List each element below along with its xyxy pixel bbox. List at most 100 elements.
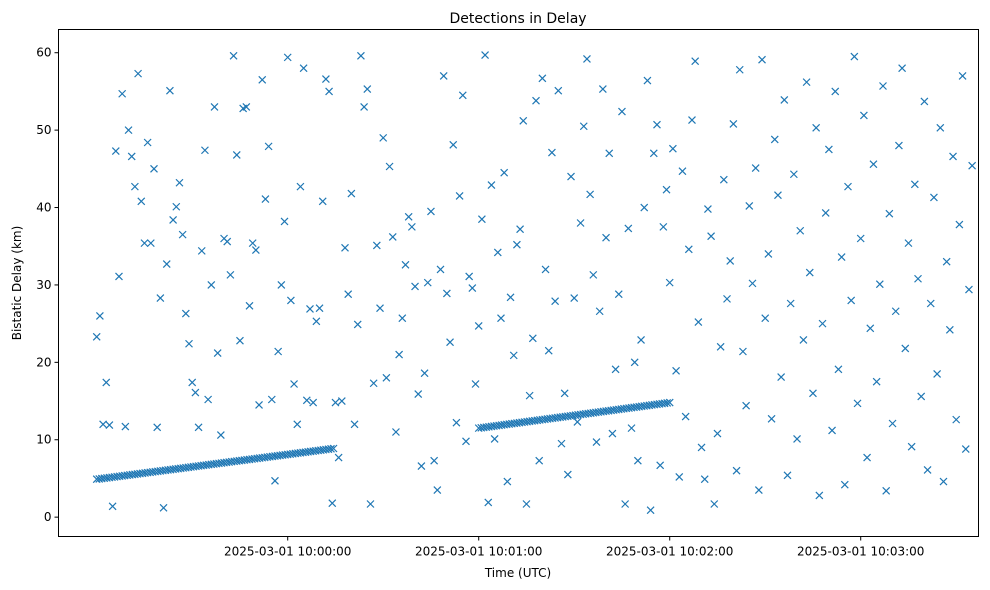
data-point [487, 181, 496, 190]
data-point [108, 502, 117, 511]
data-point [210, 102, 219, 111]
data-point [649, 149, 658, 158]
data-point [662, 185, 671, 194]
data-point [602, 233, 610, 242]
data-point [856, 234, 865, 243]
data-point [509, 351, 518, 360]
data-point [430, 456, 439, 465]
data-point [150, 164, 158, 173]
data-point [793, 435, 801, 443]
data-point [411, 282, 419, 291]
data-point [156, 294, 165, 303]
data-point [185, 339, 193, 348]
data-point [388, 233, 397, 241]
data-point [910, 180, 919, 189]
data-point [353, 320, 362, 329]
data-point [433, 486, 442, 494]
data-point [885, 209, 894, 218]
data-point [828, 426, 836, 435]
track-point [663, 399, 672, 407]
data-point [143, 138, 152, 147]
data-point [809, 389, 817, 398]
data-point [178, 230, 187, 239]
data-point [691, 57, 700, 66]
data-point [770, 135, 779, 144]
data-point [799, 335, 808, 344]
data-point [296, 182, 305, 191]
data-point [557, 439, 566, 448]
y-axis: 0 10 20 30 40 50 60 [36, 46, 59, 524]
data-marks [92, 51, 977, 515]
data-point [837, 253, 846, 261]
data-point [723, 294, 731, 303]
data-point [646, 506, 655, 515]
data-point [462, 437, 470, 446]
data-point [385, 162, 394, 171]
data-point [796, 226, 805, 235]
data-point [299, 64, 308, 73]
data-point [742, 401, 751, 410]
chart-title: Detections in Delay [449, 11, 586, 27]
data-point [232, 150, 241, 159]
data-point [930, 193, 938, 202]
data-point [901, 344, 910, 353]
data-point [484, 498, 493, 507]
data-point [888, 419, 897, 428]
data-point [423, 278, 432, 287]
data-point [824, 145, 833, 154]
data-point [544, 346, 553, 355]
data-point [516, 225, 525, 234]
data-point [945, 325, 954, 334]
data-point [939, 477, 948, 486]
data-point [535, 456, 544, 465]
x-axis-label: Time (UTC) [484, 566, 551, 580]
data-point [863, 453, 872, 462]
data-point [165, 86, 174, 95]
data-point [834, 365, 843, 374]
data-point [847, 296, 856, 305]
data-point [879, 82, 887, 90]
data-point [395, 350, 404, 359]
data-point [280, 217, 289, 226]
data-point [312, 317, 321, 326]
data-point [898, 64, 907, 73]
data-point [739, 347, 747, 356]
data-point [589, 270, 598, 279]
data-point [325, 87, 334, 96]
data-point [181, 309, 190, 318]
data-point [840, 480, 849, 489]
data-point [398, 314, 407, 323]
data-point [554, 86, 563, 95]
data-point [468, 284, 477, 292]
data-point [805, 268, 814, 277]
data-point [920, 97, 929, 106]
data-point [532, 96, 540, 105]
data-point [567, 172, 575, 181]
data-point [153, 423, 162, 432]
data-point [201, 146, 209, 155]
data-point [859, 111, 868, 120]
data-point [942, 257, 951, 266]
data-point [318, 197, 327, 206]
data-point [560, 389, 569, 398]
data-point [748, 279, 757, 288]
data-point [904, 239, 913, 248]
data-point [382, 373, 391, 382]
data-point [127, 152, 136, 161]
data-point [548, 148, 556, 157]
data-point [337, 397, 346, 405]
data-point [802, 78, 811, 87]
data-point [188, 378, 197, 387]
data-point [102, 378, 111, 387]
data-point [92, 332, 101, 341]
data-point [583, 54, 591, 63]
data-point [414, 390, 423, 398]
data-point [458, 91, 467, 100]
data-point [786, 299, 795, 308]
data-point [162, 260, 171, 268]
data-point [627, 424, 636, 433]
x-axis: 2025-03-01 10:00:00 2025-03-01 10:01:00 20… [224, 536, 924, 559]
data-point [891, 307, 900, 316]
data-point [146, 239, 155, 248]
